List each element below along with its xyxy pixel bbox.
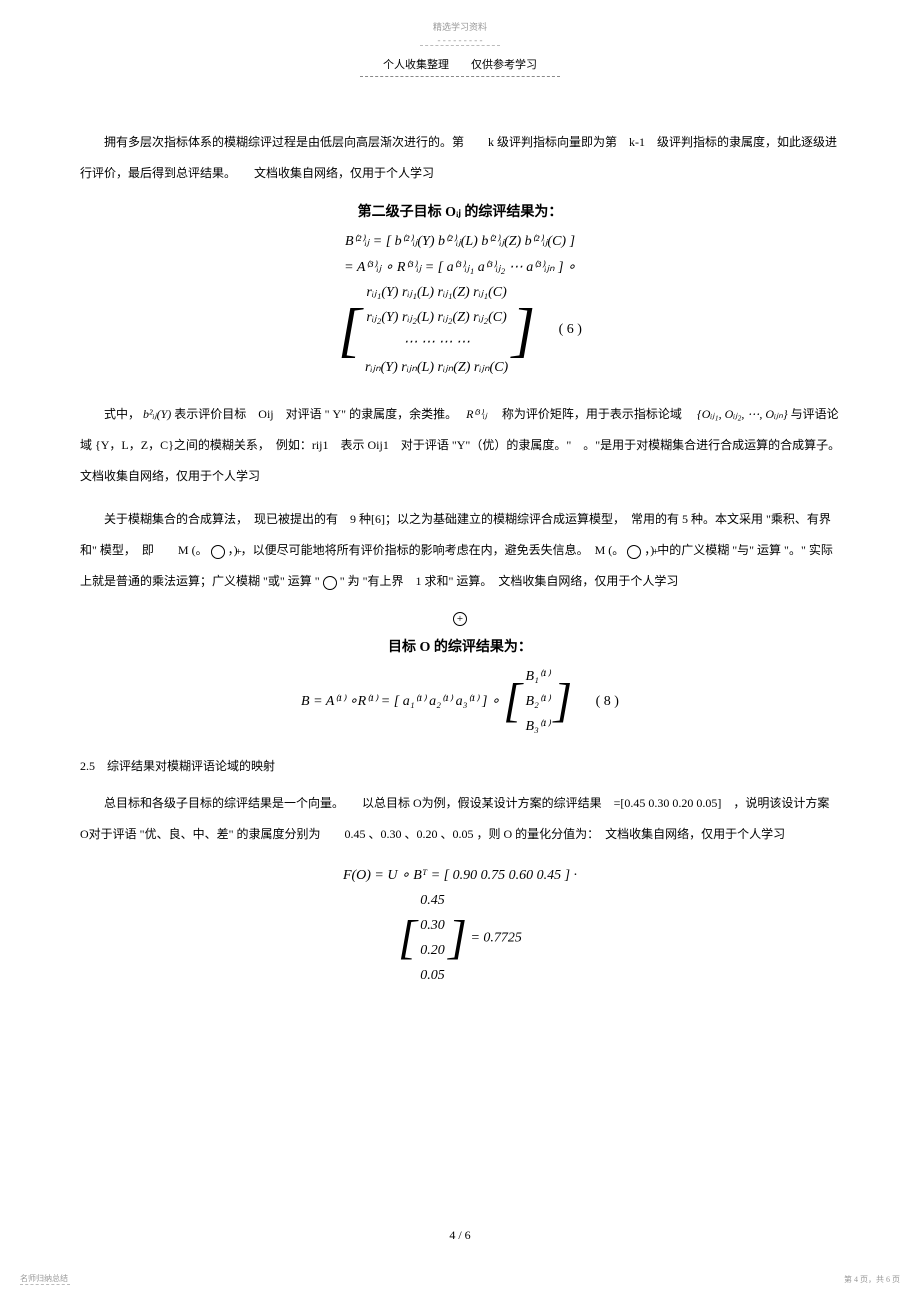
oplus-icon: + [323, 576, 337, 590]
eqF-line1: F(O) = U ∘ Bᵀ = [ 0.90 0.75 0.60 0.45 ] … [80, 863, 840, 888]
page-number: 4 / 6 [0, 1228, 920, 1243]
matrix-right-bracket: ] [512, 303, 535, 357]
eqF-result: = 0.7725 [470, 930, 521, 945]
oplus-icon: + [211, 545, 225, 559]
equation-F-O: F(O) = U ∘ Bᵀ = [ 0.90 0.75 0.60 0.45 ] … [80, 863, 840, 989]
eq6-number: ( 6 ) [559, 317, 582, 342]
oplus-icon-standalone: + [453, 612, 467, 626]
paragraph-2: 式中， b²ᵢⱼ(Y) 表示评价目标 Oij 对评语 " Y" 的隶属度，余类推… [80, 399, 840, 493]
eq6-line2: = A⁽³⁾ᵢⱼ ∘ R⁽³⁾ᵢⱼ = [ a⁽³⁾ᵢⱼ₁ a⁽³⁾ᵢⱼ₂ ⋯ … [80, 255, 840, 280]
eq6-line1: B⁽²⁾ᵢⱼ = [ b⁽²⁾ᵢⱼ(Y) b⁽²⁾ᵢⱼ(L) b⁽²⁾ᵢⱼ(Z)… [80, 229, 840, 254]
eqF-matrix: 0.45 0.30 0.20 0.05 [420, 888, 445, 989]
paragraph-4: 总目标和各级子目标的综评结果是一个向量。 以总目标 O为例，假设某设计方案的综评… [80, 788, 840, 850]
eq8-number: ( 8 ) [596, 689, 619, 714]
page-label: 个人收集整理 仅供参考学习 [80, 56, 840, 72]
footer-left-underline [20, 1284, 70, 1285]
oplus-icon: + [627, 545, 641, 559]
matrix-left-bracket: [ [398, 918, 417, 959]
matrix-left-bracket: [ [338, 303, 361, 357]
expr-Oset: {Oᵢⱼ₁, Oᵢⱼ₂, ⋯, Oᵢⱼₙ} [697, 407, 788, 421]
equation-6: B⁽²⁾ᵢⱼ = [ b⁽²⁾ᵢⱼ(Y) b⁽²⁾ᵢⱼ(L) b⁽²⁾ᵢⱼ(Z)… [80, 229, 840, 380]
section-title-eq6: 第二级子目标 Oᵢⱼ 的综评结果为： [80, 201, 840, 221]
eq8-matrix: B₁⁽¹⁾ B₂⁽¹⁾ B₃⁽¹⁾ [525, 664, 550, 740]
top-subheader: - - - - - - - - - [420, 35, 500, 46]
page-label-underline [360, 76, 560, 77]
matrix-left-bracket: [ [503, 681, 522, 722]
footer-right: 第 4 页，共 6 页 [844, 1274, 900, 1285]
eq6-matrix: rᵢⱼ₁(Y) rᵢⱼ₁(L) rᵢⱼ₁(Z) rᵢⱼ₁(C) rᵢⱼ₂(Y) … [365, 280, 508, 381]
section-title-eq8: 目标 O 的综评结果为： [80, 636, 840, 656]
footer-left: 名师归纳总结 [20, 1273, 70, 1285]
expr-R3ij: R⁽³⁾ᵢⱼ [466, 407, 487, 421]
expr-b2ij: b²ᵢⱼ(Y) [143, 407, 171, 421]
equation-8: B = A⁽¹⁾ ∘R⁽¹⁾ = [ a₁⁽¹⁾ a₂⁽¹⁾ a₃⁽¹⁾ ] ∘… [80, 664, 840, 740]
top-header: 精选学习资料 [80, 20, 840, 33]
matrix-right-bracket: ] [553, 681, 572, 722]
section-2-5: 2.5 综评结果对模糊评语论域的映射 [80, 757, 840, 774]
matrix-right-bracket: ] [448, 918, 467, 959]
paragraph-1: 拥有多层次指标体系的模糊综评过程是由低层向高层渐次进行的。第 k 级评判指标向量… [80, 127, 840, 189]
paragraph-3: 关于模糊集合的合成算法， 现已被提出的有 9 种[6]；以之为基础建立的模糊综评… [80, 504, 840, 598]
